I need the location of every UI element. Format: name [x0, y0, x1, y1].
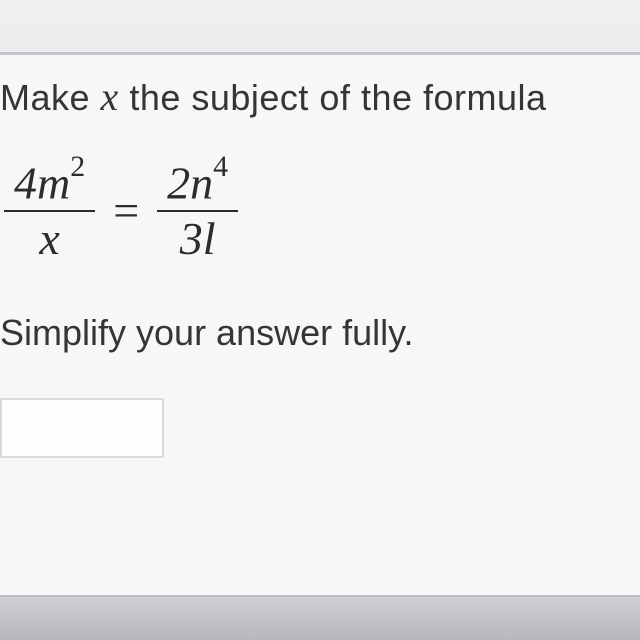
footer-strip: [0, 595, 640, 640]
equals-sign: =: [113, 184, 139, 237]
prompt-text-post: the subject of the formula: [119, 77, 547, 118]
header-strip: [0, 0, 640, 55]
right-denominator: 3l: [170, 212, 226, 266]
simplify-instruction: Simplify your answer fully.: [0, 312, 640, 354]
fraction-left: 4m2 x: [4, 154, 95, 266]
left-num-coef: 4: [14, 157, 37, 208]
right-num-var: n: [190, 157, 213, 208]
right-num-exp: 4: [213, 150, 228, 183]
right-numerator: 2n4: [157, 154, 238, 210]
fraction-right: 2n4 3l: [157, 154, 238, 266]
prompt-text-pre: Make: [0, 77, 101, 118]
question-card: Make x the subject of the formula 4m2 x …: [0, 55, 640, 595]
right-den-var: l: [203, 213, 216, 264]
left-num-var: m: [37, 157, 70, 208]
right-num-coef: 2: [167, 157, 190, 208]
answer-input[interactable]: [0, 398, 164, 458]
right-den-coef: 3: [180, 213, 203, 264]
question-prompt: Make x the subject of the formula: [0, 55, 640, 120]
equation: 4m2 x = 2n4 3l: [4, 154, 640, 266]
left-numerator: 4m2: [4, 154, 95, 210]
left-num-exp: 2: [70, 150, 85, 183]
left-denominator: x: [29, 212, 69, 266]
prompt-variable: x: [101, 74, 119, 119]
